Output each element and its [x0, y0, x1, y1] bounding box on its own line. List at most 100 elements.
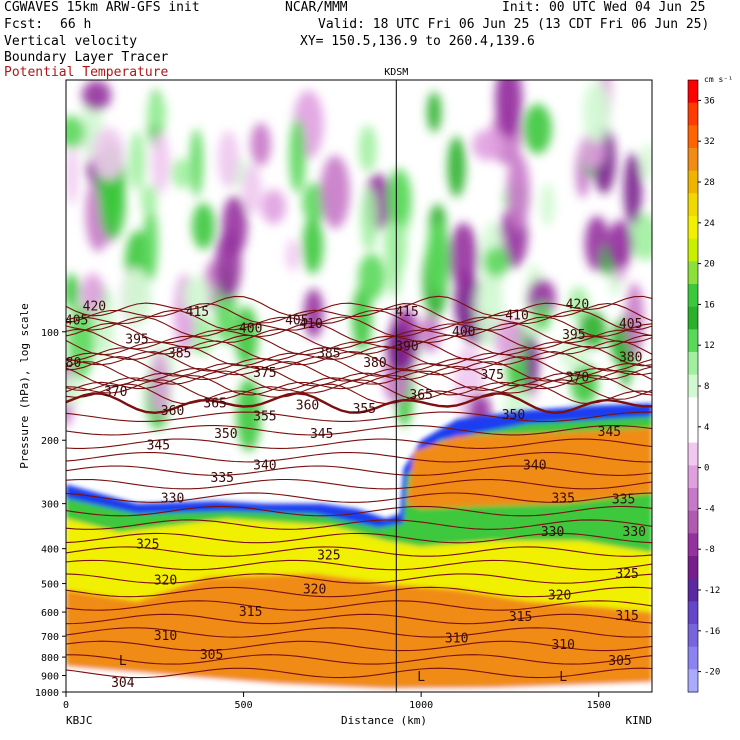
colorbar-label: 4 [704, 423, 709, 433]
colorbar-swatch [688, 488, 698, 512]
center-label: NCAR/MMM [285, 0, 348, 15]
velocity-cell [582, 80, 611, 144]
x-tick-label: 500 [235, 700, 253, 711]
theta-label: 350 [502, 408, 525, 423]
theta-contour [66, 302, 652, 324]
colorbar-swatch [688, 533, 698, 557]
y-tick-label: 900 [41, 672, 59, 683]
colorbar-swatch [688, 669, 698, 693]
theta-label: 310 [154, 629, 177, 644]
velocity-cell [532, 301, 551, 332]
colorbar-swatch [688, 646, 698, 670]
theta-label: 335 [551, 491, 574, 506]
colorbar-label: 36 [704, 96, 715, 106]
velocity-cell [425, 221, 451, 296]
theta-label: 305 [608, 654, 631, 669]
colorbar-swatch [688, 352, 698, 376]
colorbar-swatch [688, 102, 698, 126]
y-axis-title: Pressure (hPa), log scale [18, 303, 31, 469]
velocity-cell [217, 130, 240, 188]
colorbar-label: 32 [704, 137, 715, 147]
theta-label: 320 [303, 583, 326, 598]
theta-contour [66, 379, 652, 400]
theta-label: L [417, 670, 425, 685]
colorbar-label: 12 [704, 341, 715, 351]
x-tick-label: 1500 [587, 700, 611, 711]
velocity-cell [129, 130, 146, 191]
theta-label: 320 [548, 589, 571, 604]
theta-contour [66, 451, 652, 463]
theta-contour [66, 519, 652, 530]
y-tick-label: 200 [41, 436, 59, 447]
velocity-cell [150, 351, 170, 416]
colorbar-label: 8 [704, 382, 709, 392]
velocity-cell [250, 122, 271, 167]
xy-endpoints: XY= 150.5,136.9 to 260.4,139.6 [300, 34, 535, 49]
theta-contour [66, 438, 652, 449]
field-boundary-layer-tracer: Boundary Layer Tracer [4, 50, 169, 65]
field-vertical-velocity: Vertical velocity [4, 34, 138, 49]
colorbar-label: -8 [704, 545, 715, 555]
theta-label: 370 [104, 385, 127, 400]
theta-label: 410 [505, 308, 528, 323]
valid-time: Valid: 18 UTC Fri 06 Jun 25 (13 CDT Fri … [318, 17, 710, 32]
theta-label: 320 [154, 573, 177, 588]
theta-contour [66, 667, 652, 679]
colorbar-label: -4 [704, 504, 715, 514]
velocity-cell [384, 210, 407, 278]
theta-contour [66, 392, 652, 415]
theta-label: 315 [509, 610, 532, 625]
velocity-cell [629, 213, 652, 261]
colorbar-label: -16 [704, 627, 720, 637]
theta-contour [66, 465, 652, 476]
velocity-cell [66, 273, 80, 309]
velocity-cell [146, 95, 167, 129]
colorbar-label: -12 [704, 586, 720, 596]
velocity-cell [221, 195, 248, 257]
velocity-cell [623, 152, 642, 226]
colorbar-swatch [688, 216, 698, 240]
kdsm-label: KDSM [384, 67, 408, 78]
theta-contour [66, 356, 652, 377]
theta-contour [66, 295, 652, 317]
theta-contour [66, 559, 652, 571]
velocity-cell [151, 132, 170, 194]
theta-contour [66, 640, 652, 652]
init-time: Init: 00 UTC Wed 04 Jun 25 [502, 0, 706, 15]
velocity-cell [540, 182, 555, 227]
y-tick-label: 100 [41, 328, 59, 339]
forecast-label: Fcst: [4, 17, 44, 32]
velocity-cell [143, 205, 158, 282]
colorbar-swatch [688, 624, 698, 648]
colorbar-label: 16 [704, 300, 715, 310]
theta-contour [66, 350, 652, 372]
theta-label: 415 [395, 305, 418, 320]
velocity-cell [447, 136, 466, 197]
colorbar-swatch [688, 578, 698, 602]
velocity-cell [472, 129, 504, 161]
vertical-velocity-colorbar: 36 32 28 24 20 16 12 8 4 0 -4 -8 -12 -16 -20 [687, 79, 720, 693]
theta-contour [66, 532, 652, 544]
theta-contour [66, 478, 652, 490]
theta-label: 395 [125, 332, 148, 347]
x-tick-label: 1000 [409, 700, 433, 711]
theta-label: 360 [296, 398, 319, 413]
theta-label: 400 [239, 322, 262, 337]
velocity-cell [94, 302, 115, 359]
x-axis-title: Distance (km) [341, 714, 427, 727]
colorbar-swatch [688, 306, 698, 330]
theta-label: 380 [58, 356, 81, 371]
field-potential-temperature: Potential Temperature [4, 65, 169, 80]
theta-label: 305 [200, 648, 223, 663]
left-endpoint-label: KBJC [66, 714, 93, 727]
theta-label: 315 [239, 605, 262, 620]
right-endpoint-label: KIND [626, 714, 653, 727]
theta-label: 375 [480, 368, 503, 383]
theta-contour [66, 654, 652, 665]
theta-contour [66, 345, 652, 367]
theta-contour [66, 613, 652, 625]
colorbar-swatch [688, 238, 698, 262]
colorbar-swatch [688, 80, 698, 104]
velocity-cell [570, 362, 598, 405]
velocity-cell [286, 239, 300, 272]
